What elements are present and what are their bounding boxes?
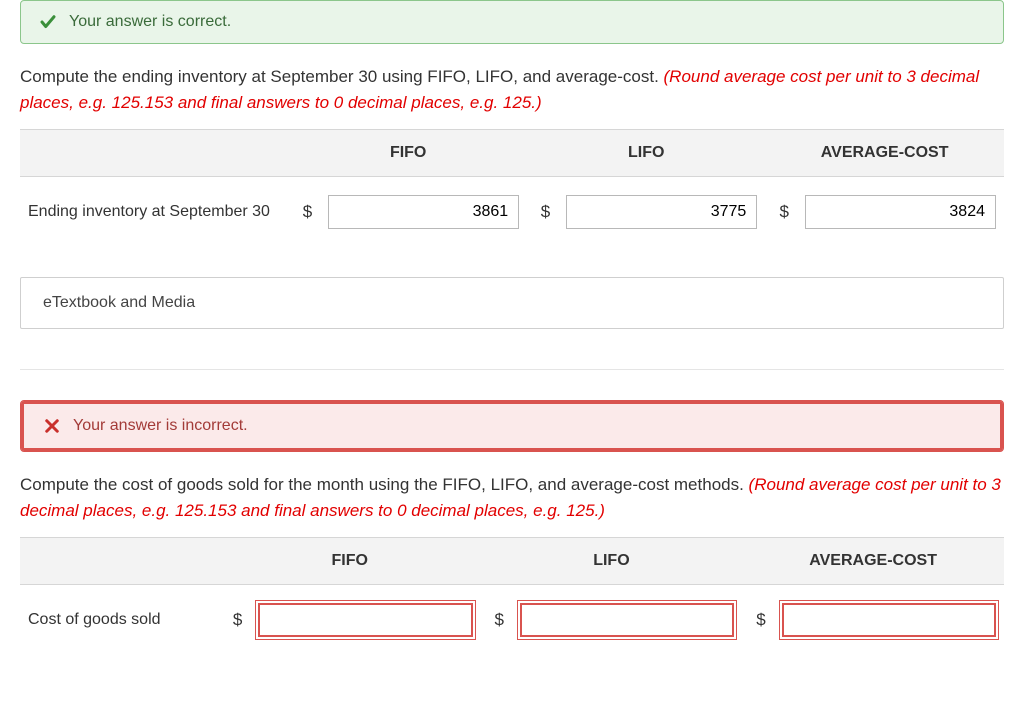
header-fifo: FIFO [289,130,527,177]
lifo-input-2[interactable] [520,603,734,637]
instruction-1-plain: Compute the ending inventory at Septembe… [20,67,664,86]
currency-symbol: $ [219,585,250,656]
feedback-correct-text: Your answer is correct. [69,13,231,31]
row-label-ending-inv: Ending inventory at September 30 [20,177,289,248]
feedback-correct-box: Your answer is correct. [20,0,1004,44]
table-row: Cost of goods sold $ $ $ [20,585,1004,656]
fifo-input-2[interactable] [258,603,472,637]
currency-symbol: $ [481,585,512,656]
header-avg-2: AVERAGE-COST [742,538,1004,585]
feedback-incorrect-box: Your answer is incorrect. [20,400,1004,452]
currency-symbol: $ [527,177,558,248]
ending-inventory-table: FIFO LIFO AVERAGE-COST Ending inventory … [20,129,1004,247]
currency-symbol: $ [742,585,773,656]
etextbook-media-button[interactable]: eTextbook and Media [20,277,1004,329]
header-lifo-2: LIFO [481,538,743,585]
header-blank [20,538,219,585]
lifo-input[interactable] [566,195,757,229]
section-divider [20,369,1004,370]
currency-symbol: $ [765,177,797,248]
header-lifo: LIFO [527,130,765,177]
header-avg: AVERAGE-COST [765,130,1004,177]
cogs-table: FIFO LIFO AVERAGE-COST Cost of goods sol… [20,537,1004,655]
avg-input-2[interactable] [782,603,996,637]
row-label-cogs: Cost of goods sold [20,585,219,656]
currency-symbol: $ [289,177,320,248]
header-blank [20,130,289,177]
instruction-1: Compute the ending inventory at Septembe… [20,64,1004,115]
table-row: Ending inventory at September 30 $ $ $ [20,177,1004,248]
instruction-2-plain: Compute the cost of goods sold for the m… [20,475,749,494]
header-fifo-2: FIFO [219,538,481,585]
check-icon [39,13,57,31]
instruction-2: Compute the cost of goods sold for the m… [20,472,1004,523]
feedback-incorrect-text: Your answer is incorrect. [73,417,248,435]
fifo-input[interactable] [328,195,519,229]
cross-icon [43,417,61,435]
avg-input[interactable] [805,195,996,229]
